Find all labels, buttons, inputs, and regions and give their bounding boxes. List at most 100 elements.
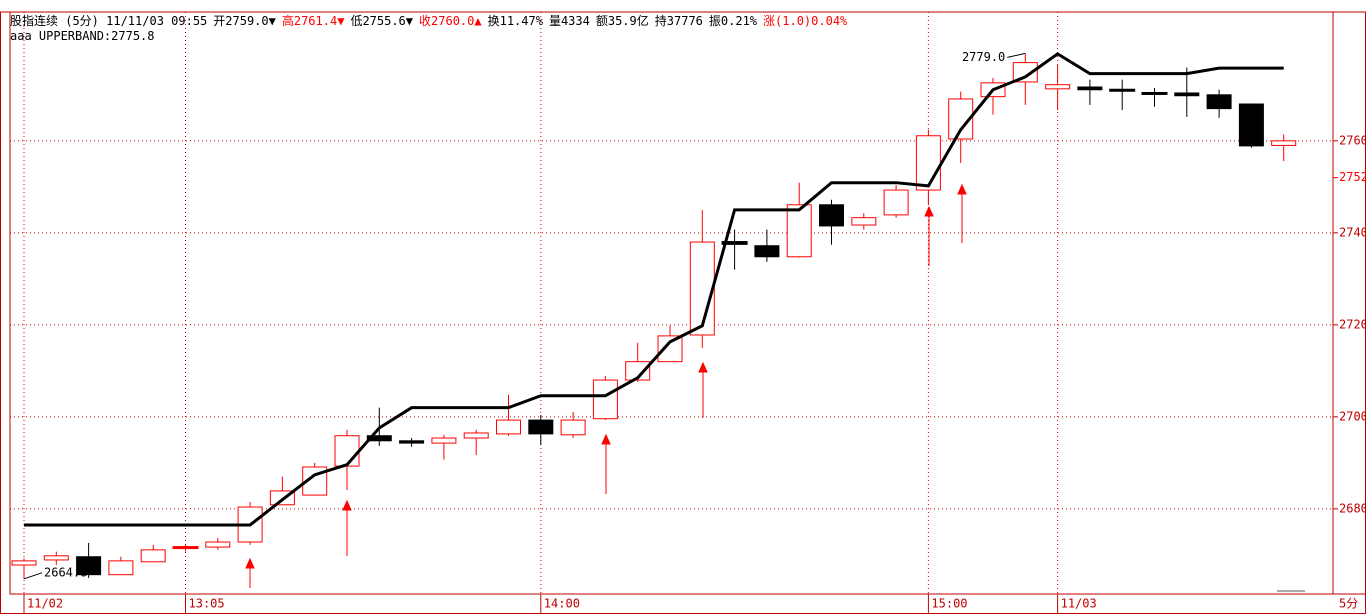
candle-body: [172, 546, 199, 550]
candle-body: [334, 435, 360, 467]
candle: [463, 429, 489, 456]
header-item: 股指连续 (5分) 11/11/03 09:55: [10, 14, 208, 28]
candle: [140, 544, 166, 563]
max-label-leader: [1007, 52, 1026, 58]
candle-body: [496, 419, 521, 435]
signal-arrow: [601, 433, 611, 494]
indicator-label: aaa UPPERBAND:2775.8: [10, 29, 155, 43]
candle-body: [819, 204, 844, 227]
candle-body: [1141, 91, 1168, 95]
y-tick-label: 2700: [1339, 409, 1366, 423]
candle: [11, 558, 37, 579]
period-label: 5分: [1339, 597, 1358, 611]
candle-body: [754, 245, 780, 258]
signal-arrow: [245, 557, 255, 588]
candle: [915, 129, 941, 205]
candle-body: [1045, 84, 1071, 90]
outer-frame: [0, 11, 1366, 614]
candle-body: [851, 217, 877, 226]
candle: [819, 199, 844, 245]
header-item: 振0.21%: [708, 14, 758, 28]
candle-body: [11, 560, 37, 566]
y-tick-label: 2740: [1339, 225, 1366, 239]
candle-body: [1012, 62, 1038, 83]
candle-body: [399, 440, 425, 444]
candle: [431, 434, 457, 460]
candle: [334, 429, 360, 491]
plot-frame: [9, 11, 1334, 595]
candle-body: [1206, 94, 1232, 110]
price-marker: 2752: [1339, 170, 1366, 184]
candle: [625, 342, 651, 382]
max-label: 2779.0: [962, 50, 1005, 64]
candle: [1206, 89, 1232, 118]
x-tick-label: 11/03: [1061, 597, 1097, 611]
candle: [721, 229, 748, 270]
candle: [786, 182, 812, 258]
candle-body: [1238, 103, 1264, 147]
candle: [108, 556, 134, 576]
candle: [980, 77, 1006, 115]
candle: [1174, 67, 1200, 117]
candle: [1045, 64, 1071, 110]
candle-body: [1271, 140, 1297, 146]
candle-body: [528, 419, 554, 435]
signals: [245, 183, 967, 588]
candle: [1238, 103, 1264, 148]
candle-body: [1174, 92, 1200, 97]
candle: [1012, 53, 1038, 105]
candle: [399, 438, 425, 447]
header-item: 收2760.0▲: [419, 14, 482, 28]
header-item: 开2759.0▼: [213, 14, 276, 28]
candle-body: [883, 189, 909, 216]
candle: [43, 551, 69, 566]
candle: [528, 415, 554, 445]
y-tick-label: 2680: [1339, 501, 1366, 515]
signal-arrow: [342, 499, 352, 556]
upperband-line: [24, 52, 1284, 527]
candle-body: [915, 135, 941, 191]
candle-body: [721, 241, 748, 245]
candle-body: [76, 556, 102, 576]
candle-body: [625, 361, 651, 381]
x-tick-label: 14:00: [544, 597, 580, 611]
candle-body: [689, 241, 715, 336]
candle: [754, 229, 780, 262]
candle: [1077, 79, 1103, 105]
signal-arrow: [698, 361, 708, 418]
candle-body: [366, 435, 392, 442]
candle: [1271, 134, 1297, 162]
y-tick-label: 2760: [1339, 133, 1366, 147]
header: 股指连续 (5分) 11/11/03 09:55 开2759.0▼ 高2761.4▼…: [10, 12, 847, 29]
candle-body: [108, 560, 134, 576]
candle: [172, 543, 199, 552]
min-label: 2664.8: [44, 565, 87, 579]
header-item: 换11.47%: [487, 14, 543, 28]
header-item: 持37776: [654, 14, 703, 28]
signal-arrow: [957, 183, 967, 243]
x-tick-label: 11/02: [27, 597, 63, 611]
candle-body: [140, 549, 166, 563]
candle-body: [1109, 88, 1136, 92]
signal-arrow: [924, 205, 934, 266]
candle: [592, 375, 618, 421]
header-item: 量4334: [548, 14, 590, 28]
candle-body: [1077, 86, 1103, 91]
candle: [205, 537, 231, 550]
x-tick-label: 13:05: [189, 597, 225, 611]
candle: [883, 184, 909, 218]
header-item: 额35.9亿: [595, 14, 649, 28]
candle: [76, 542, 102, 578]
candle-body: [560, 419, 586, 436]
candle: [1141, 87, 1168, 107]
candle: [851, 213, 877, 230]
candle-body: [205, 541, 231, 548]
candle: [496, 394, 521, 436]
header-item: 涨(1.0)0.04%: [763, 14, 848, 28]
candle-body: [43, 555, 69, 561]
candle: [560, 411, 586, 439]
x-tick-label: 15:00: [931, 597, 967, 611]
candle-body: [592, 379, 618, 420]
